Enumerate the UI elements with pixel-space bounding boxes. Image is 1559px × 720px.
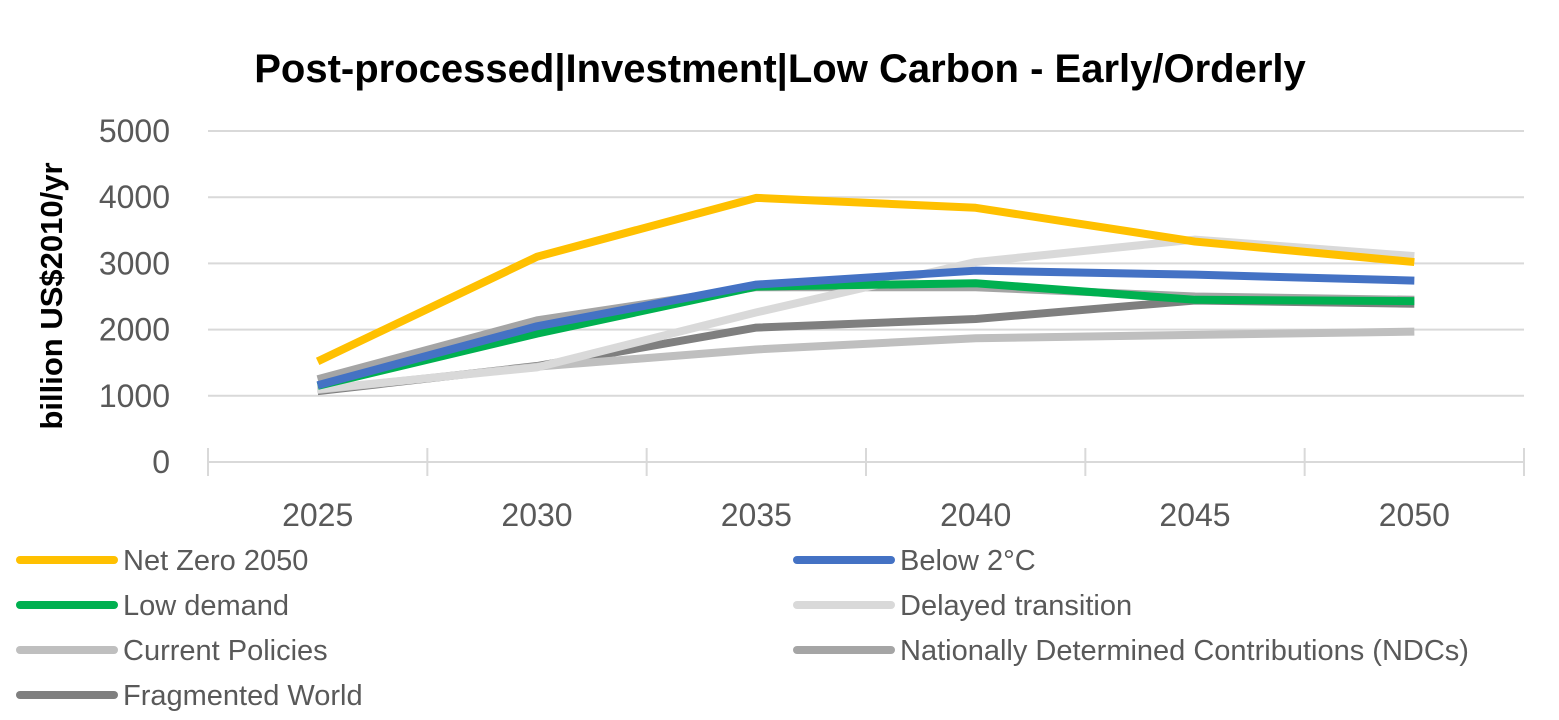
y-axis-ticks: 0 1000 2000 3000 4000 5000: [99, 113, 170, 480]
x-tick-label: 2025: [282, 497, 353, 533]
x-tick-label: 2040: [940, 497, 1011, 533]
legend-label: Delayed transition: [900, 590, 1132, 622]
legend-label: Below 2°C: [900, 545, 1036, 577]
x-tick-label: 2035: [721, 497, 792, 533]
series-lines: [315, 193, 1415, 396]
series-line-0: [315, 193, 1415, 365]
x-tick-label: 2050: [1379, 497, 1450, 533]
legend: Net Zero 2050 Below 2°C Low demand Delayed …: [16, 545, 1469, 712]
legend-label: Current Policies: [123, 635, 328, 667]
series-line-3: [317, 235, 1415, 394]
y-tick-label: 3000: [99, 245, 170, 281]
legend-label: Low demand: [123, 590, 289, 622]
series-line-2: [316, 279, 1415, 390]
legend-label: Nationally Determined Contributions (NDC…: [900, 635, 1469, 667]
series-line-1: [316, 266, 1415, 390]
x-axis: 2025 2030 2035 2040 2045 2050: [207, 448, 1525, 533]
legend-label: Fragmented World: [123, 680, 363, 712]
chart-title: Post-processed|Investment|Low Carbon - E…: [254, 47, 1306, 91]
y-tick-label: 0: [152, 444, 170, 480]
x-tick-label: 2030: [501, 497, 572, 533]
y-tick-label: 5000: [99, 113, 170, 149]
legend-label: Net Zero 2050: [123, 545, 308, 577]
y-tick-label: 2000: [99, 312, 170, 348]
y-tick-label: 1000: [99, 378, 170, 414]
y-axis-label: billion US$2010/yr: [34, 162, 69, 429]
x-tick-label: 2045: [1159, 497, 1230, 533]
y-tick-label: 4000: [99, 179, 170, 215]
